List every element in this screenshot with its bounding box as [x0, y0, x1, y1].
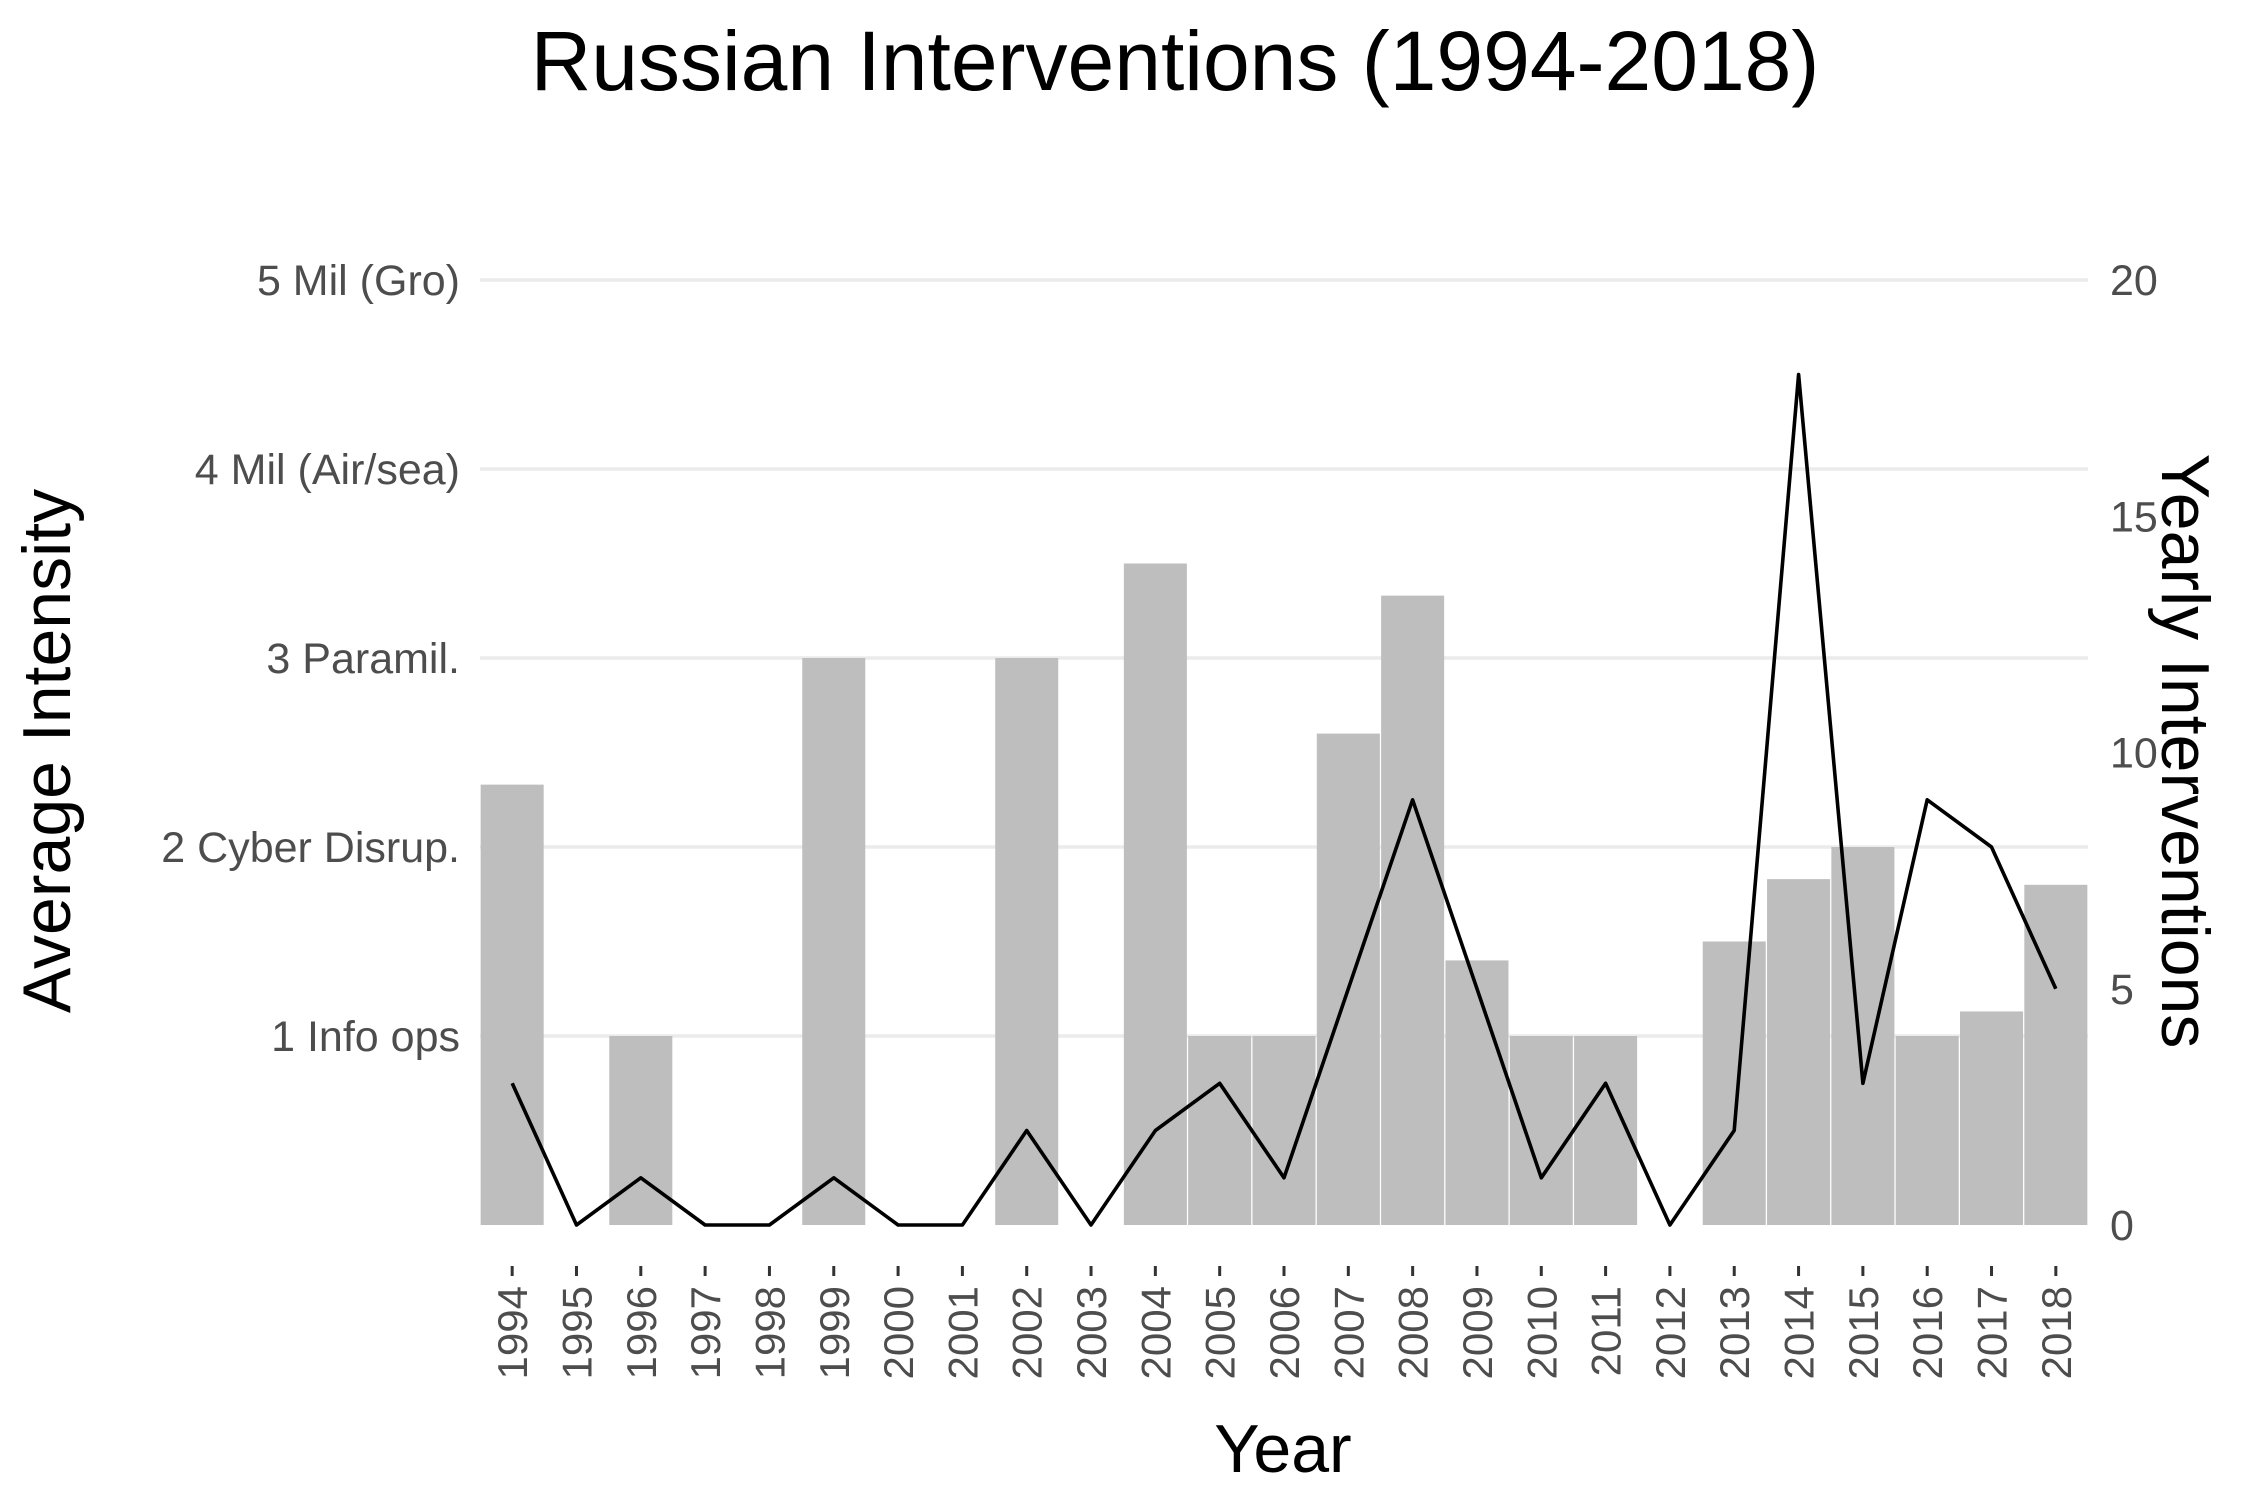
x-tick-label-2003: 2003 — [1068, 1286, 1115, 1379]
line-series — [510, 372, 2058, 1227]
right-tick-label-10: 10 — [2110, 730, 2158, 778]
x-tick-label-2011: 2011 — [1583, 1286, 1630, 1376]
x-tick-label-2007: 2007 — [1325, 1286, 1372, 1379]
x-tick-label-2014: 2014 — [1776, 1286, 1823, 1379]
y-axis-title-left: Average Intensity — [9, 489, 85, 1013]
left-tick-label-4: 4 Mil (Air/sea) — [195, 446, 460, 494]
x-tick-label-2002: 2002 — [1004, 1286, 1051, 1379]
x-tick-label-2012: 2012 — [1647, 1286, 1694, 1379]
bar-2016 — [1895, 1036, 1959, 1225]
bar-2014 — [1767, 879, 1831, 1225]
bar-2015 — [1831, 847, 1895, 1225]
bar-2018 — [2024, 884, 2088, 1225]
bar-1999 — [802, 658, 866, 1225]
x-tick-label-2005: 2005 — [1197, 1286, 1244, 1379]
x-tick-label-2015: 2015 — [1840, 1286, 1887, 1379]
left-tick-label-2: 2 Cyber Disrup. — [161, 824, 460, 872]
x-tick-label-2004: 2004 — [1132, 1286, 1179, 1379]
right-axis-ticks: 0 5 10 15 20 — [2110, 257, 2158, 1250]
left-tick-label-5: 5 Mil (Gro) — [257, 257, 460, 305]
x-tick-label-2016: 2016 — [1904, 1286, 1951, 1379]
bar-2002 — [995, 658, 1059, 1225]
bar-2006 — [1252, 1036, 1316, 1225]
x-tick-label-1999: 1999 — [811, 1286, 858, 1379]
bar-series — [480, 563, 2088, 1225]
right-tick-label-15: 15 — [2110, 493, 2158, 541]
y-axis-title-right: Yearly Interventions — [2147, 454, 2223, 1049]
bar-2005 — [1188, 1036, 1252, 1225]
bar-2013 — [1702, 941, 1766, 1225]
x-tick-label-2006: 2006 — [1261, 1286, 1308, 1379]
x-tick-label-1997: 1997 — [682, 1286, 729, 1379]
x-axis-ticks: 1994 1995 1996 1997 1998 1999 2000 2001 2002 2003… — [489, 1266, 2080, 1379]
bar-2017 — [1960, 1011, 2024, 1225]
x-tick-label-2017: 2017 — [1969, 1286, 2016, 1379]
x-tick-label-2001: 2001 — [939, 1286, 986, 1379]
x-tick-label-2008: 2008 — [1390, 1286, 1437, 1379]
x-tick-label-2013: 2013 — [1711, 1286, 1758, 1379]
x-tick-label-2009: 2009 — [1454, 1286, 1501, 1379]
bar-2008 — [1381, 595, 1445, 1225]
left-tick-label-1: 1 Info ops — [271, 1013, 460, 1061]
x-tick-label-1995: 1995 — [554, 1286, 601, 1379]
bar-1994 — [480, 784, 544, 1225]
right-tick-label-20: 20 — [2110, 257, 2158, 305]
yearly-interventions-line — [510, 372, 2058, 1227]
x-tick-label-1996: 1996 — [618, 1286, 665, 1379]
chart-title: Russian Interventions (1994-2018) — [531, 14, 1820, 108]
left-axis-ticks: 1 Info ops 2 Cyber Disrup. 3 Paramil. 4 Mil… — [161, 257, 460, 1061]
left-tick-label-3: 3 Paramil. — [266, 635, 460, 683]
right-tick-label-0: 0 — [2110, 1202, 2134, 1250]
right-tick-label-5: 5 — [2110, 966, 2134, 1014]
bar-2004 — [1123, 563, 1187, 1225]
x-tick-label-1998: 1998 — [746, 1286, 793, 1379]
bar-1996 — [609, 1036, 673, 1225]
x-axis-title: Year — [1214, 1411, 1351, 1487]
x-tick-label-1994: 1994 — [489, 1286, 536, 1379]
bar-2009 — [1445, 960, 1509, 1225]
x-tick-label-2018: 2018 — [2033, 1286, 2080, 1379]
x-tick-label-2010: 2010 — [1518, 1286, 1565, 1379]
bar-2007 — [1316, 733, 1380, 1225]
x-tick-label-2000: 2000 — [875, 1286, 922, 1379]
bar-2010 — [1509, 1036, 1573, 1225]
